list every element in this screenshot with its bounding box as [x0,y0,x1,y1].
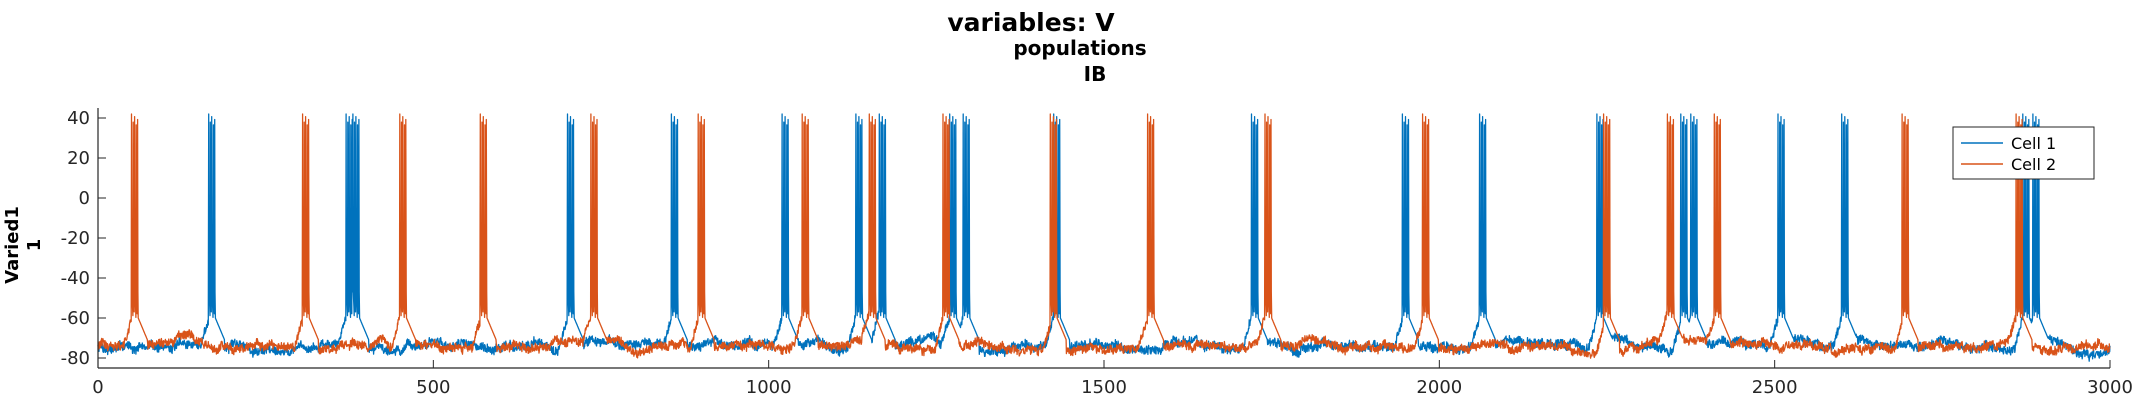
y-tick-label--20: -20 [61,228,90,249]
chart-subtitle-line-2: IB [1084,62,1107,86]
series-line-2 [97,113,2111,359]
y-tick-label--40: -40 [61,268,90,289]
axes: 0 500 1000 1500 2000 2500 3000 -80 -60 -40 -20 0 20 4… [61,108,2133,398]
legend-box [1952,126,2095,180]
x-tick-label-2000: 2000 [1416,377,1462,398]
legend-label-2: Cell 2 [2011,155,2056,174]
x-tick-label-500: 500 [416,377,450,398]
y-tick-label--60: -60 [61,308,90,329]
y-axis-label-line-1: Varied1 [2,206,23,284]
x-tick-label-3000: 3000 [2087,377,2133,398]
chart-title: variables: V [947,8,1115,37]
y-axis-label-line-2: 1 [24,239,45,252]
x-tick-label-2500: 2500 [1752,377,1798,398]
x-tick-label-1500: 1500 [1081,377,1127,398]
legend-label-1: Cell 1 [2011,134,2056,153]
y-tick-label-0: 0 [79,188,90,209]
legend: Cell 1 Cell 2 [1952,126,2095,180]
traces [97,113,2111,362]
x-tick-label-0: 0 [92,377,103,398]
y-tick-label-40: 40 [67,108,90,129]
chart-subtitle-line-1: populations [1013,36,1146,60]
x-tick-label-1000: 1000 [746,377,792,398]
y-tick-label-20: 20 [67,148,90,169]
y-tick-label--80: -80 [61,348,90,369]
